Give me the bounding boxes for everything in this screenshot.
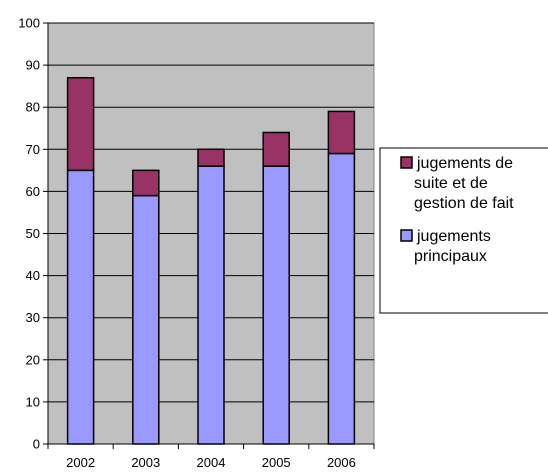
y-tick-label: 0	[33, 437, 40, 452]
legend-label: gestion de fait	[414, 195, 514, 212]
y-tick-label: 50	[26, 226, 40, 241]
legend-label: jugements	[416, 228, 491, 245]
y-tick-label: 60	[26, 184, 40, 199]
bar-2004-series-0	[197, 165, 225, 445]
legend-label: suite et de	[414, 175, 488, 192]
y-tick-labels: 0 10 20 30 40 50 60 70 80 90 100	[18, 16, 48, 452]
x-tick-label: 2003	[131, 455, 160, 470]
y-tick-label: 100	[18, 16, 40, 31]
bar-2006-series-0	[327, 152, 356, 445]
y-tick-label: 30	[26, 310, 40, 325]
bar-2006-series-1	[327, 110, 356, 155]
bars	[66, 76, 356, 445]
bar-2003-series-1	[132, 169, 160, 197]
gridlines	[48, 22, 374, 403]
y-tick-label: 20	[26, 352, 40, 367]
y-tick-label: 70	[26, 142, 40, 157]
bar-2003-series-0	[132, 194, 160, 445]
bar-2004-series-1	[197, 148, 225, 167]
legend-label: jugements de	[416, 155, 513, 172]
y-tick-label: 10	[26, 394, 40, 409]
bar-2002-series-0	[66, 169, 95, 445]
legend-swatch	[400, 156, 413, 169]
y-tick-label: 80	[26, 100, 40, 115]
y-tick-label: 40	[26, 268, 40, 283]
legend-swatch	[400, 229, 413, 242]
legend-label: principaux	[414, 248, 487, 265]
bar-2005-series-1	[262, 131, 290, 167]
x-tick-label: 2006	[327, 455, 356, 470]
x-tick-labels: 2002 2003 2004 2005 2006	[47, 444, 375, 470]
y-tick-label: 90	[26, 58, 40, 73]
x-tick-label: 2005	[262, 455, 291, 470]
x-tick-label: 2002	[66, 455, 95, 470]
bar-2002-series-1	[66, 76, 95, 172]
legend: jugements de suite et de gestion de fait ju…	[379, 147, 548, 314]
x-tick-label: 2004	[197, 455, 226, 470]
bar-2005-series-0	[262, 165, 290, 445]
